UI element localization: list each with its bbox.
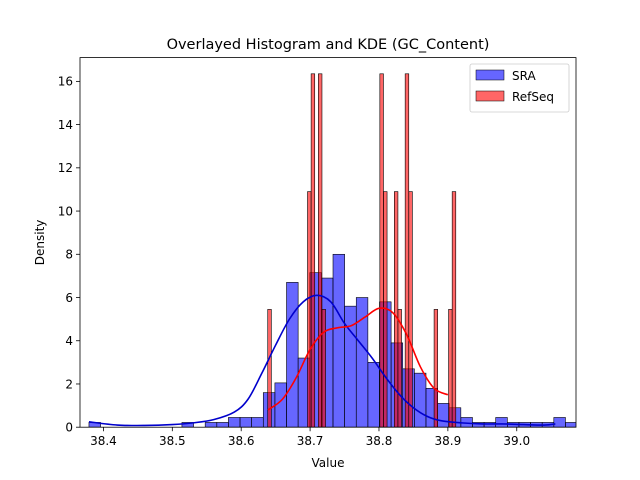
y-tick-label: 0 <box>65 421 73 435</box>
y-tick-label: 12 <box>58 161 73 175</box>
bar-refseq <box>307 191 312 428</box>
bar-sra <box>286 282 299 428</box>
bar-refseq <box>404 73 410 428</box>
x-tick-label: 38.8 <box>366 434 393 448</box>
y-tick-label: 16 <box>58 75 73 89</box>
bar-refseq <box>397 309 402 428</box>
kde-layer <box>88 294 556 427</box>
bar-sra <box>553 417 566 428</box>
x-axis-label: Value <box>312 456 345 470</box>
legend: SRA RefSeq <box>469 63 570 113</box>
y-tick-label: 8 <box>65 248 73 262</box>
bar-sra <box>612 417 624 427</box>
y-tick-label: 4 <box>65 334 73 348</box>
y-tick-label: 6 <box>65 291 73 305</box>
y-tick-label: 2 <box>65 377 73 391</box>
legend-label-sra: SRA <box>512 69 536 83</box>
chart-title: Overlayed Histogram and KDE (GC_Content) <box>167 37 490 53</box>
bar-refseq <box>318 73 323 428</box>
bar-refseq <box>451 191 457 428</box>
bar-sra <box>565 422 576 428</box>
bar-refseq <box>321 309 326 428</box>
x-axis: 38.4 38.5 38.6 38.7 38.8 38.9 39.0 <box>90 427 530 448</box>
bar-sra <box>216 422 229 428</box>
y-axis: 0 2 4 6 8 10 12 14 16 <box>58 75 80 435</box>
bar-sra <box>239 417 252 428</box>
y-tick-label: 10 <box>58 204 73 218</box>
bars-layer <box>88 73 624 428</box>
bar-refseq <box>408 191 413 428</box>
x-tick-label: 38.6 <box>228 434 255 448</box>
plot-frame <box>79 57 577 428</box>
kde-line-sra <box>88 294 556 427</box>
x-tick-label: 38.7 <box>297 434 324 448</box>
kde-line-refseq <box>267 307 449 411</box>
legend-swatch-sra <box>475 69 505 81</box>
y-axis-label: Density <box>33 220 47 266</box>
bar-sra <box>495 417 508 428</box>
bar-sra <box>228 417 241 428</box>
bar-sra <box>251 417 264 428</box>
y-tick-label: 14 <box>58 118 73 132</box>
bar-sra <box>332 253 345 428</box>
bar-refseq <box>448 309 453 428</box>
bar-sra <box>204 422 218 428</box>
bar-sra <box>437 403 450 428</box>
bar-sra <box>414 372 427 428</box>
bar-sra <box>367 362 380 428</box>
x-tick-label: 38.9 <box>435 434 462 448</box>
x-tick-label: 38.4 <box>90 434 117 448</box>
bar-sra <box>483 422 497 428</box>
x-tick-label: 38.5 <box>159 434 186 448</box>
legend-swatch-refseq <box>475 90 505 102</box>
bar-refseq <box>310 73 316 428</box>
legend-label-refseq: RefSeq <box>512 90 554 104</box>
x-tick-label: 39.0 <box>503 434 530 448</box>
bar-refseq <box>433 309 439 428</box>
